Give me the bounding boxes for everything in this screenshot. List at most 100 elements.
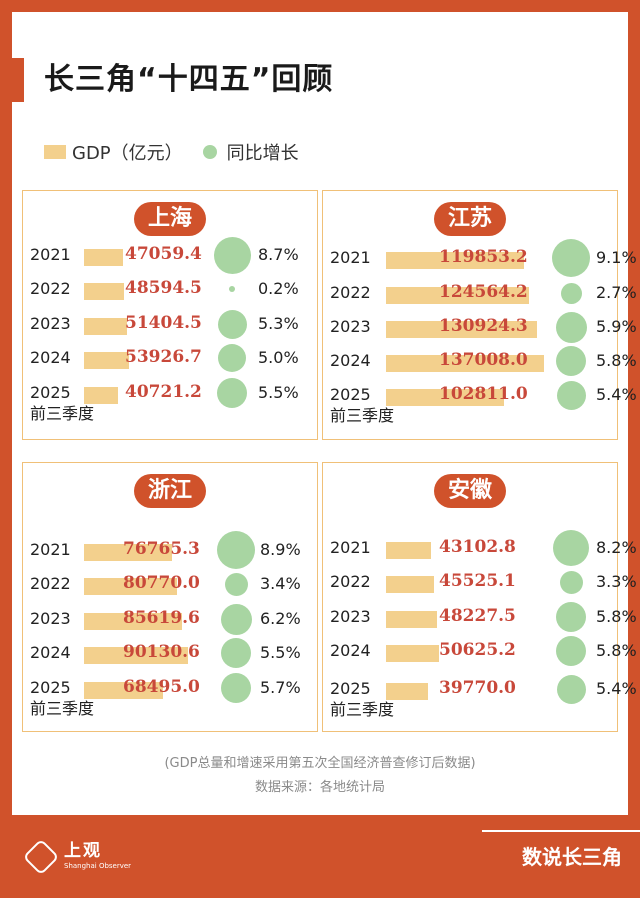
gdp-value-label: 76765.3 bbox=[123, 539, 200, 559]
year-note: 前三季度 bbox=[330, 406, 395, 425]
growth-label: 9.1% bbox=[596, 248, 637, 267]
growth-dot bbox=[221, 673, 251, 703]
gdp-value-label: 47059.4 bbox=[125, 244, 202, 264]
growth-label: 2.7% bbox=[596, 283, 637, 302]
gdp-bar bbox=[386, 542, 431, 559]
growth-label: 5.0% bbox=[258, 348, 299, 367]
page-title: 长三角“十四五”回顾 bbox=[44, 62, 334, 97]
growth-label: 5.8% bbox=[596, 607, 637, 626]
legend: GDP（亿元） 同比增长 bbox=[44, 140, 299, 164]
gdp-bar bbox=[386, 252, 524, 269]
gdp-bar bbox=[84, 283, 124, 300]
legend-gdp-swatch bbox=[44, 145, 66, 159]
growth-label: 5.8% bbox=[596, 351, 637, 370]
gdp-value-label: 50625.2 bbox=[439, 640, 516, 660]
growth-dot bbox=[556, 380, 586, 410]
gdp-bar bbox=[386, 645, 439, 662]
year-label: 2022 bbox=[330, 283, 371, 302]
year-note: 前三季度 bbox=[30, 699, 95, 718]
gdp-value-label: 68495.0 bbox=[123, 677, 200, 697]
gdp-value-label: 39770.0 bbox=[439, 678, 516, 698]
year-label: 2022 bbox=[330, 572, 371, 591]
year-label: 2022 bbox=[30, 574, 71, 593]
year-label: 2021 bbox=[30, 245, 71, 264]
gdp-value-label: 53926.7 bbox=[125, 347, 202, 367]
year-label: 2023 bbox=[330, 607, 371, 626]
year-label: 2025 bbox=[30, 678, 71, 697]
gdp-value-label: 80770.0 bbox=[123, 573, 200, 593]
gdp-bar bbox=[386, 576, 434, 593]
gdp-bar bbox=[386, 355, 544, 372]
brand-name: 数说长三角 bbox=[522, 845, 622, 869]
growth-dot bbox=[217, 531, 255, 569]
growth-label: 3.4% bbox=[260, 574, 301, 593]
gdp-bar bbox=[84, 613, 182, 630]
logo-subtitle: Shanghai Observer bbox=[64, 862, 132, 870]
gdp-value-label: 137008.0 bbox=[439, 350, 528, 370]
year-note: 前三季度 bbox=[330, 700, 395, 719]
gdp-value-label: 48594.5 bbox=[125, 278, 202, 298]
gdp-value-label: 51404.5 bbox=[125, 313, 202, 333]
gdp-value-label: 102811.0 bbox=[439, 384, 528, 404]
logo-icon bbox=[22, 838, 60, 875]
region-title: 浙江 bbox=[134, 474, 207, 508]
data-source: 数据来源：各地统计局 bbox=[254, 780, 385, 795]
legend-growth-swatch bbox=[202, 145, 217, 159]
growth-dot bbox=[559, 570, 583, 594]
growth-label: 5.5% bbox=[260, 643, 301, 662]
gdp-value-label: 85619.6 bbox=[123, 608, 200, 628]
gdp-bar bbox=[84, 682, 163, 699]
year-label: 2023 bbox=[30, 314, 71, 333]
gdp-bar bbox=[386, 287, 529, 304]
year-label: 2022 bbox=[30, 279, 71, 298]
gdp-bar bbox=[84, 318, 127, 335]
year-label: 2025 bbox=[330, 679, 371, 698]
title-accent-bar bbox=[12, 58, 24, 102]
region-title: 安徽 bbox=[434, 474, 507, 508]
year-label: 2021 bbox=[30, 540, 71, 559]
growth-label: 8.2% bbox=[596, 538, 637, 557]
gdp-bar bbox=[386, 321, 537, 338]
year-label: 2023 bbox=[330, 317, 371, 336]
growth-dot bbox=[220, 603, 252, 635]
growth-dot bbox=[224, 572, 248, 596]
legend-growth-label: 同比增长 bbox=[226, 143, 299, 164]
gdp-bar bbox=[84, 352, 129, 369]
region-title: 上海 bbox=[134, 202, 207, 236]
growth-dot bbox=[218, 344, 246, 372]
logo: 上观 Shanghai Observer bbox=[22, 838, 132, 875]
growth-label: 5.7% bbox=[260, 678, 301, 697]
growth-dot bbox=[229, 286, 235, 292]
growth-label: 6.2% bbox=[260, 609, 301, 628]
gdp-bar bbox=[386, 389, 504, 406]
region-title: 江苏 bbox=[434, 202, 507, 236]
gdp-bar bbox=[84, 249, 123, 266]
gdp-bar bbox=[386, 683, 428, 700]
gdp-value-label: 119853.2 bbox=[439, 247, 528, 267]
growth-label: 5.8% bbox=[596, 641, 637, 660]
growth-label: 5.5% bbox=[258, 383, 299, 402]
growth-dot bbox=[213, 236, 251, 274]
growth-dot bbox=[556, 636, 586, 666]
year-label: 2024 bbox=[30, 348, 71, 367]
growth-label: 5.3% bbox=[258, 314, 299, 333]
gdp-bar bbox=[84, 578, 177, 595]
gdp-value-label: 48227.5 bbox=[439, 606, 516, 626]
growth-label: 0.2% bbox=[258, 279, 299, 298]
growth-dot bbox=[217, 378, 247, 408]
logo-name: 上观 bbox=[64, 841, 102, 861]
gdp-value-label: 130924.3 bbox=[439, 316, 528, 336]
gdp-value-label: 90130.6 bbox=[123, 642, 200, 662]
year-label: 2021 bbox=[330, 538, 371, 557]
year-label: 2024 bbox=[330, 641, 371, 660]
gdp-value-label: 43102.8 bbox=[439, 537, 516, 557]
growth-dot bbox=[552, 239, 590, 277]
growth-dot bbox=[556, 602, 586, 632]
year-label: 2021 bbox=[330, 248, 371, 267]
gdp-bar bbox=[84, 647, 188, 664]
year-label: 2025 bbox=[30, 383, 71, 402]
region-panel bbox=[22, 462, 318, 732]
gdp-value-label: 40721.2 bbox=[125, 382, 202, 402]
year-label: 2023 bbox=[30, 609, 71, 628]
year-label: 2025 bbox=[330, 385, 371, 404]
